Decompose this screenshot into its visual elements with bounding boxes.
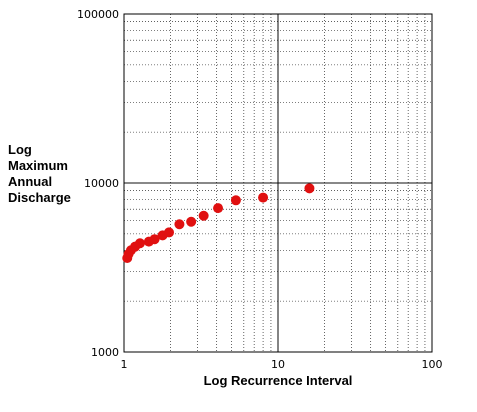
tick-labels: 1 10 100 1000 10000 100000 (77, 8, 443, 371)
y-axis-title-line: Maximum (8, 158, 68, 173)
data-point (198, 210, 209, 221)
data-point (164, 227, 175, 238)
y-tick-label: 100000 (77, 8, 119, 21)
y-tick-label: 1000 (91, 346, 119, 359)
y-axis-title-line: Discharge (8, 190, 71, 205)
x-axis-title: Log Recurrence Interval (204, 373, 353, 388)
x-tick-label: 1 (121, 358, 128, 371)
y-tick-label: 10000 (84, 177, 119, 190)
y-axis-title-line: Log (8, 142, 32, 157)
data-points (122, 183, 315, 263)
x-tick-label: 100 (422, 358, 443, 371)
grid (123, 13, 433, 353)
data-point (258, 192, 269, 203)
data-point (213, 203, 224, 214)
data-point (304, 183, 315, 194)
data-point (149, 234, 160, 245)
data-point (174, 219, 185, 230)
y-axis-title: Log Maximum Annual Discharge (8, 142, 71, 206)
data-point (134, 238, 145, 249)
plot-frame (123, 13, 433, 353)
x-tick-label: 10 (271, 358, 285, 371)
y-axis-title-line: Annual (8, 174, 53, 189)
data-point (230, 195, 241, 206)
data-point (186, 216, 197, 227)
